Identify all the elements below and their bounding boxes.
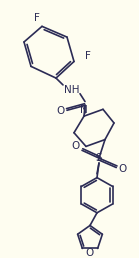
Text: O: O <box>57 106 65 116</box>
Text: O: O <box>72 141 80 151</box>
Text: F: F <box>85 51 91 61</box>
Text: N: N <box>80 105 88 115</box>
Text: O: O <box>86 248 94 258</box>
Text: NH: NH <box>64 85 80 95</box>
Text: F: F <box>34 13 40 22</box>
Text: S: S <box>96 153 102 163</box>
Text: O: O <box>119 164 127 174</box>
